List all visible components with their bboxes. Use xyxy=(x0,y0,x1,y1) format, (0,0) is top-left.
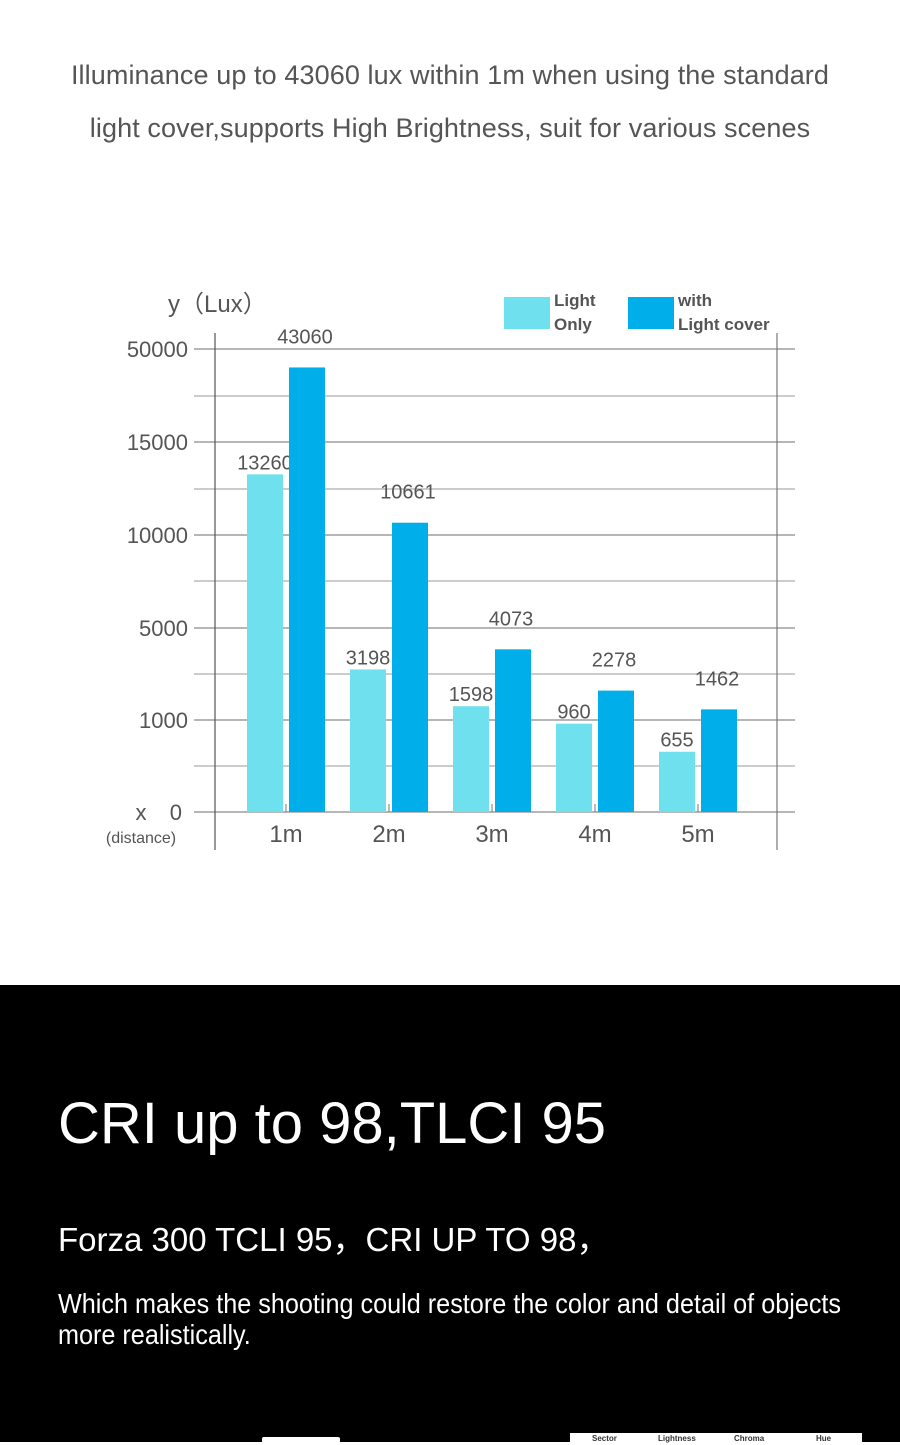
legend-label: with xyxy=(677,291,712,310)
thumbnail-label: Chroma xyxy=(734,1434,765,1443)
illuminance-bar-chart: 50000 15000 10000 5000 1000 x 0 (distance) y（Lux… xyxy=(106,291,795,850)
legend-label: Light xyxy=(554,291,596,310)
cri-title: CRI up to 98,TLCI 95 xyxy=(58,1091,607,1156)
y-tick-label: 0 xyxy=(170,800,182,825)
bar-light-only xyxy=(350,669,386,812)
data-label: 1462 xyxy=(695,668,740,690)
bar-with-cover xyxy=(495,649,531,812)
x-tick-label: 1m xyxy=(269,821,302,848)
headline-line-2: light cover,supports High Brightness, su… xyxy=(89,113,811,143)
y-tick-label: 50000 xyxy=(127,337,188,362)
legend-swatch xyxy=(628,297,674,329)
bar-light-only xyxy=(659,751,695,812)
data-label: 13260 xyxy=(237,452,293,474)
y-tick-label: 1000 xyxy=(139,708,188,733)
x-tick-label: 2m xyxy=(372,821,405,848)
thumbnail-label: Lightness xyxy=(658,1434,696,1443)
thumbnail-label: Sector xyxy=(592,1434,617,1443)
x-axis-note: (distance) xyxy=(106,830,176,847)
data-label: 2278 xyxy=(592,650,637,672)
bar-light-only xyxy=(556,723,592,812)
thumbnail-image-left xyxy=(262,1437,340,1443)
thumbnail-label: Hue xyxy=(816,1434,832,1443)
data-label: 3198 xyxy=(346,647,391,669)
legend-label: Light cover xyxy=(678,315,770,334)
cri-description: Which makes the shooting could restore t… xyxy=(58,1288,842,1350)
legend-swatch xyxy=(504,297,550,329)
x-axis-title: x xyxy=(136,800,147,825)
data-label: 1598 xyxy=(449,684,494,706)
x-tick-label: 3m xyxy=(475,821,508,848)
thumbnail-image-right: Sector Lightness Chroma Hue xyxy=(570,1433,862,1445)
y-tick-label: 15000 xyxy=(127,430,188,455)
cri-subtitle: Forza 300 TCLI 95，CRI UP TO 98， xyxy=(58,1221,610,1258)
headline-line-1: Illuminance up to 43060 lux within 1m wh… xyxy=(70,60,830,90)
y-tick-label: 10000 xyxy=(127,523,188,548)
data-label: 655 xyxy=(660,730,693,752)
data-label: 960 xyxy=(557,702,590,724)
legend-label: Only xyxy=(554,315,592,334)
bar-with-cover xyxy=(701,709,737,812)
data-label: 4073 xyxy=(489,608,534,630)
bar-light-only xyxy=(453,706,489,812)
y-axis-title: y（Lux） xyxy=(168,291,267,318)
bar-with-cover xyxy=(289,367,325,812)
illuminance-section: Illuminance up to 43060 lux within 1m wh… xyxy=(70,60,830,850)
data-label: 10661 xyxy=(380,482,436,504)
cri-section: CRI up to 98,TLCI 95 Forza 300 TCLI 95，C… xyxy=(0,985,900,1445)
bar-with-cover xyxy=(598,690,634,812)
x-tick-label: 5m xyxy=(681,821,714,848)
bar-light-only xyxy=(247,474,283,812)
bar-with-cover xyxy=(392,522,428,812)
y-tick-label: 5000 xyxy=(139,616,188,641)
x-tick-label: 4m xyxy=(578,821,611,848)
data-label: 43060 xyxy=(277,326,333,348)
